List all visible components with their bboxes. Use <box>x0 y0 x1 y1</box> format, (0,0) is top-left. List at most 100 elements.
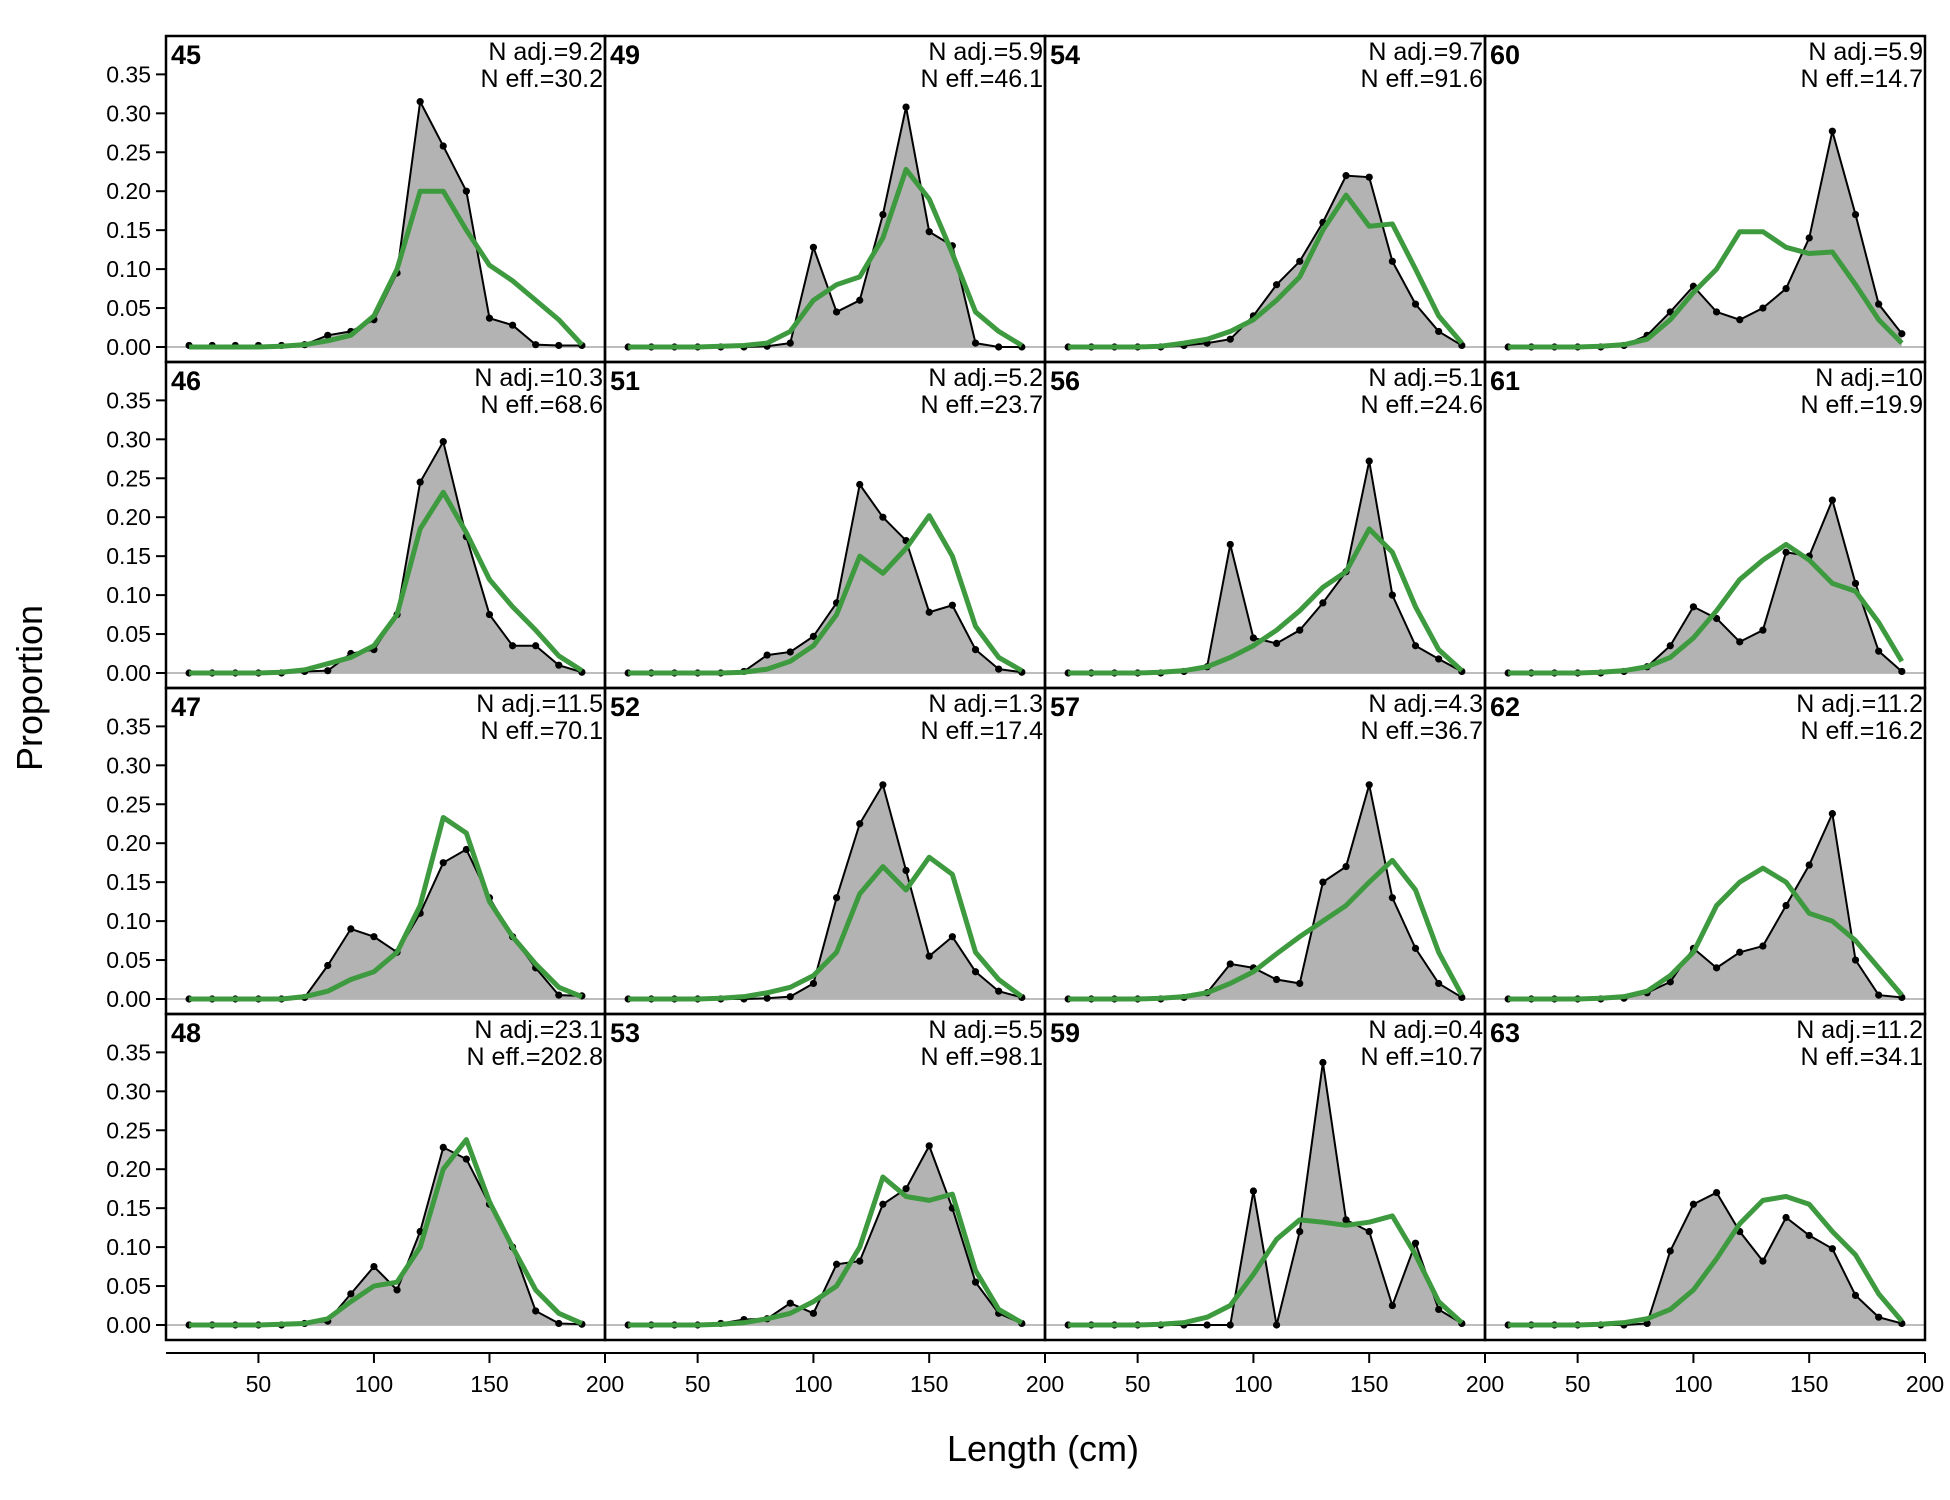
n-eff-label: N eff.=10.7 <box>1360 1043 1483 1071</box>
observed-point <box>1296 979 1304 988</box>
x-tick-label: 100 <box>794 1371 832 1397</box>
observed-point <box>1712 614 1721 623</box>
observed-point <box>1759 1257 1767 1265</box>
observed-area <box>1508 500 1902 673</box>
observed-point <box>1828 496 1836 504</box>
x-tick-label: 100 <box>1674 1371 1712 1397</box>
observed-point <box>786 993 794 1001</box>
observed-point <box>1388 257 1396 265</box>
observed-point <box>1342 862 1350 871</box>
panel-id-label: 59 <box>1050 1018 1080 1048</box>
n-adj-label: N adj.=5.5 <box>928 1016 1043 1044</box>
panel-id-label: 46 <box>171 366 201 396</box>
observed-point <box>971 339 980 347</box>
observed-point <box>555 661 563 669</box>
observed-point <box>1272 281 1281 289</box>
x-tick-label: 200 <box>1466 1371 1504 1397</box>
y-tick-label: 0.20 <box>106 830 151 856</box>
observed-point <box>763 994 771 1002</box>
panel-id-label: 61 <box>1490 366 1520 396</box>
n-adj-label: N adj.=5.2 <box>928 364 1043 392</box>
n-eff-label: N eff.=36.7 <box>1360 717 1483 745</box>
observed-point <box>925 1142 933 1150</box>
observed-point <box>1226 335 1234 343</box>
observed-point <box>1759 304 1767 312</box>
y-tick-label: 0.30 <box>106 1078 151 1104</box>
observed-point <box>763 651 771 659</box>
observed-point <box>1898 330 1906 338</box>
observed-point <box>416 98 424 106</box>
y-tick-label: 0.10 <box>106 1234 151 1260</box>
x-tick-label: 100 <box>355 1371 393 1397</box>
panel-frame <box>1483 1012 1927 1342</box>
panel-53: 53 N adj.=5.5N eff.=98.1 50 100 150 200 <box>603 1012 1064 1397</box>
observed-point <box>1851 579 1860 588</box>
observed-point <box>1712 1188 1721 1197</box>
observed-point <box>1759 626 1767 634</box>
observed-point <box>370 933 378 941</box>
panel-id-label: 49 <box>610 40 640 70</box>
x-tick-label: 100 <box>1234 1371 1272 1397</box>
observed-point <box>1296 257 1304 265</box>
panel-id-label: 57 <box>1050 692 1080 722</box>
panel-id-label: 56 <box>1050 366 1080 396</box>
observed-point <box>1226 960 1234 968</box>
observed-point <box>1272 639 1281 648</box>
y-tick-label: 0.15 <box>106 869 151 895</box>
observed-point <box>1643 1319 1651 1328</box>
observed-point <box>508 321 517 329</box>
observed-point <box>971 1278 980 1286</box>
observed-point <box>1319 599 1327 607</box>
observed-point <box>1805 861 1813 869</box>
expected-line <box>628 854 1024 1002</box>
y-tick-label: 0.20 <box>106 178 151 204</box>
n-adj-label: N adj.=11.2 <box>1796 690 1923 718</box>
panel-46: 46 N adj.=10.3N eff.=68.6 0.00 0.05 0.10 0.15… <box>106 360 607 690</box>
panel-id-label: 54 <box>1050 40 1080 70</box>
n-eff-label: N eff.=91.6 <box>1360 65 1483 93</box>
observed-point <box>1296 626 1304 634</box>
observed-point <box>1342 172 1350 180</box>
observed-point <box>1782 284 1790 293</box>
observed-point <box>1435 1305 1443 1314</box>
panel-59: 59 N adj.=0.4N eff.=10.7 50 100 150 200 <box>1043 1012 1504 1397</box>
observed-point <box>1365 173 1373 181</box>
observed-point <box>416 478 424 486</box>
observed-point <box>324 331 332 339</box>
n-eff-label: N eff.=34.1 <box>1800 1043 1923 1071</box>
x-tick-label: 200 <box>1906 1371 1944 1397</box>
n-eff-label: N eff.=202.8 <box>467 1043 603 1071</box>
observed-point <box>971 646 980 654</box>
y-tick-label: 0.30 <box>106 752 151 778</box>
y-tick-label: 0.25 <box>106 791 151 817</box>
observed-point <box>485 610 494 619</box>
observed-point <box>1759 942 1767 950</box>
observed-point <box>1226 1321 1234 1329</box>
y-tick-label: 0.30 <box>106 426 151 452</box>
y-axis-label: Proportion <box>9 605 50 771</box>
expected-line <box>1068 526 1464 676</box>
expected-line <box>189 815 583 1002</box>
y-tick-label: 0.35 <box>106 61 151 87</box>
y-tick-label: 0.20 <box>106 504 151 530</box>
observed-point <box>485 314 494 322</box>
panel-45: 45 N adj.=9.2N eff.=30.2 0.00 0.05 0.10 0.15 0… <box>106 34 607 364</box>
observed-point <box>995 987 1003 995</box>
panel-id-label: 51 <box>610 366 640 396</box>
panel-id-label: 63 <box>1490 1018 1520 1048</box>
observed-point <box>1411 642 1420 650</box>
y-tick-label: 0.10 <box>106 256 151 282</box>
observed-point <box>1851 1291 1860 1299</box>
observed-area <box>1508 131 1902 347</box>
observed-point <box>1875 1313 1883 1321</box>
observed-point <box>1828 810 1836 818</box>
observed-point <box>1365 1227 1373 1236</box>
observed-point <box>832 894 841 902</box>
panel-id-label: 62 <box>1490 692 1520 722</box>
observed-point <box>370 1262 378 1271</box>
x-tick-label: 150 <box>1350 1371 1388 1397</box>
observed-point <box>971 968 980 976</box>
observed-point <box>1689 1200 1698 1208</box>
expected-line <box>189 489 584 676</box>
observed-point <box>1411 1239 1420 1247</box>
